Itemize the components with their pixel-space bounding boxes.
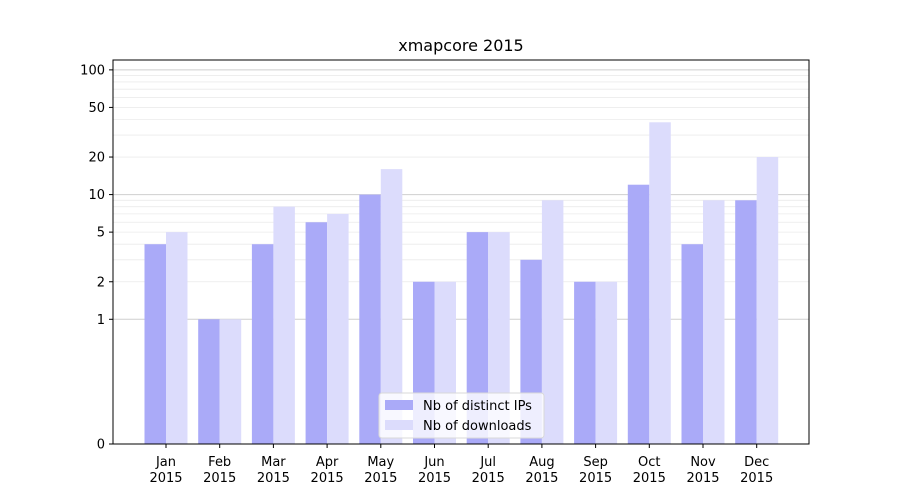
y-tick-label: 50 [88,101,105,116]
y-tick-label: 20 [88,151,105,166]
legend-swatch [385,420,413,430]
x-tick-label: Nov 2015 [686,455,719,486]
bar-distinct-ips-oct [627,184,650,444]
x-tick-label: May 2015 [364,455,397,486]
x-tick-label: Feb 2015 [203,455,236,486]
chart-title: xmapcore 2015 [398,36,523,55]
legend-swatch [385,400,413,410]
x-tick-label: Jun 2015 [418,455,451,486]
x-tick-label: Aug 2015 [525,455,558,486]
bar-downloads-mar [273,206,295,444]
bar-downloads-apr [327,213,349,444]
bar-distinct-ips-mar [251,244,274,444]
plot-frame [112,59,810,445]
bar-distinct-ips-apr [305,222,328,444]
x-tick-label: Dec 2015 [740,455,773,486]
bar-distinct-ips-dec [735,200,757,444]
y-tick-label: 1 [97,313,105,328]
legend-label: Nb of distinct IPs [423,399,532,414]
y-tick-label: 10 [88,188,105,203]
x-tick-label: Mar 2015 [257,455,290,486]
bar-distinct-ips-jul [466,232,489,444]
bar-distinct-ips-may [359,194,381,444]
legend: Nb of distinct IPs Nb of downloads [378,392,545,439]
y-tick-label: 5 [97,226,105,241]
bar-distinct-ips-jan [144,244,166,444]
bar-downloads-jan [166,232,188,444]
axes-layer: 0 1 2 5 10 20 50 100 Jan 2015 Feb 2015 Mar 2015 Apr 201… [80,59,810,486]
bar-distinct-ips-feb [198,319,220,444]
bars-layer [144,122,779,445]
y-tick-label: 2 [97,275,105,290]
x-tick-label: Jul 2015 [472,455,505,486]
legend-box [378,392,545,439]
bar-downloads-sep [595,281,618,444]
y-tick-label: 100 [80,63,105,78]
legend-label: Nb of downloads [423,419,532,434]
bar-distinct-ips-nov [681,244,703,444]
bar-downloads-aug [541,200,564,444]
x-tick-label: Sep 2015 [579,455,612,486]
bar-downloads-may [380,169,403,444]
bar-downloads-dec [756,157,779,444]
bar-distinct-ips-sep [574,281,596,444]
x-tick-label: Oct 2015 [633,455,666,486]
bar-downloads-feb [219,319,242,444]
bar-downloads-nov [703,200,725,444]
bar-downloads-jul [488,232,510,444]
x-tick-label: Jan 2015 [149,455,182,486]
y-tick-label: 0 [97,438,105,453]
bar-downloads-oct [649,122,671,445]
x-tick-label: Apr 2015 [311,455,344,486]
